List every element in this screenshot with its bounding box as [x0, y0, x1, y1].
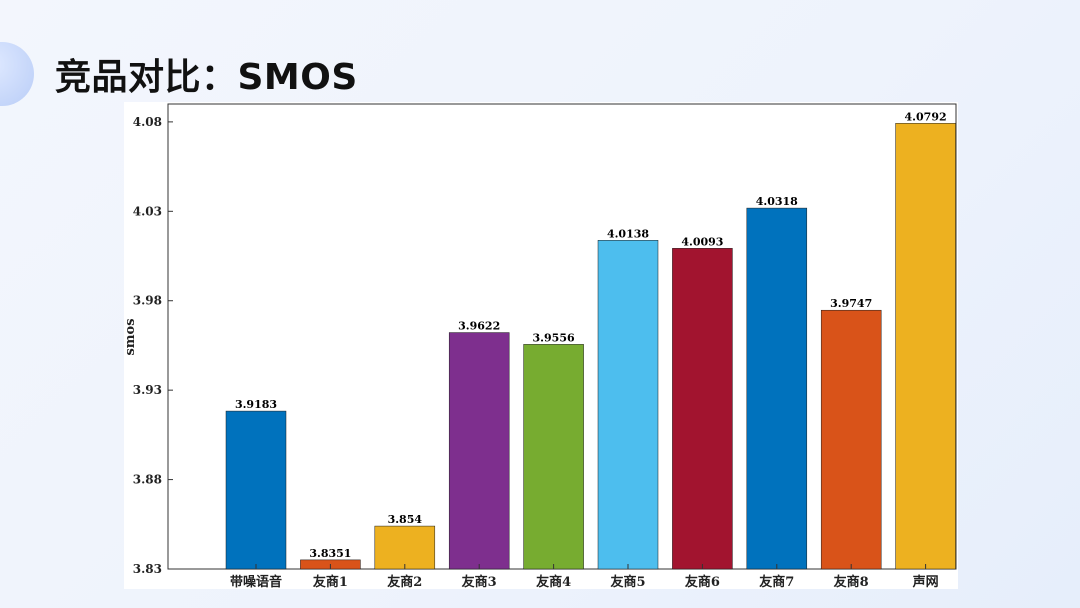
x-tick-label: 声网 [912, 574, 939, 589]
bar [672, 248, 733, 570]
decorative-circle [0, 42, 34, 106]
bar [523, 344, 584, 570]
x-tick-label: 带噪语音 [230, 574, 282, 589]
bar [895, 123, 956, 570]
y-tick-label: 4.08 [133, 115, 162, 129]
y-tick-label: 4.03 [133, 204, 162, 218]
x-axis-labels: 带噪语音 友商1 友商2 友商3 友商4 友商5 友商6 友商7 友商8 声网 [230, 564, 939, 589]
x-tick-label: 友商7 [759, 574, 794, 589]
data-label: 3.9622 [458, 320, 500, 333]
x-tick-label: 友商8 [834, 574, 869, 589]
y-axis-title: smos [124, 318, 138, 355]
data-label: 3.8351 [309, 547, 351, 560]
bar-chart: smos 3.83 3.88 3.93 3.98 4.03 4.08 3.9183 3.83… [124, 103, 957, 589]
bar [597, 240, 659, 570]
bar [746, 207, 808, 570]
chart-panel: smos 3.83 3.88 3.93 3.98 4.03 4.08 3.9183 3.83… [124, 102, 958, 589]
y-tick-label: 3.83 [133, 562, 162, 576]
x-tick-label: 友商5 [610, 574, 645, 589]
x-tick-label: 友商1 [313, 574, 348, 589]
data-labels: 3.9183 3.8351 3.854 3.9622 3.9556 4.0138 4.009… [235, 110, 947, 560]
data-label: 3.9556 [533, 331, 575, 344]
x-tick-label: 友商3 [462, 574, 497, 589]
bar [820, 309, 882, 570]
data-label: 4.0138 [607, 227, 649, 240]
bars [225, 123, 956, 570]
slide-title: 竞品对比：SMOS [55, 57, 358, 98]
y-tick-label: 3.93 [133, 383, 162, 397]
data-label: 3.9183 [235, 398, 277, 411]
data-label: 4.0093 [681, 235, 723, 248]
x-tick-label: 友商4 [536, 574, 571, 589]
x-tick-label: 友商6 [685, 574, 720, 589]
y-axis-ticks: 3.83 3.88 3.93 3.98 4.03 4.08 [133, 115, 173, 576]
y-tick-label: 3.88 [133, 473, 162, 487]
data-label: 4.0792 [905, 110, 947, 123]
data-label: 3.9747 [830, 297, 872, 310]
bar [374, 525, 436, 570]
bar [448, 332, 510, 570]
data-label: 3.854 [388, 513, 423, 526]
x-tick-label: 友商2 [387, 574, 422, 589]
y-tick-label: 3.98 [133, 294, 162, 308]
bar [225, 410, 287, 570]
data-label: 4.0318 [756, 195, 798, 208]
